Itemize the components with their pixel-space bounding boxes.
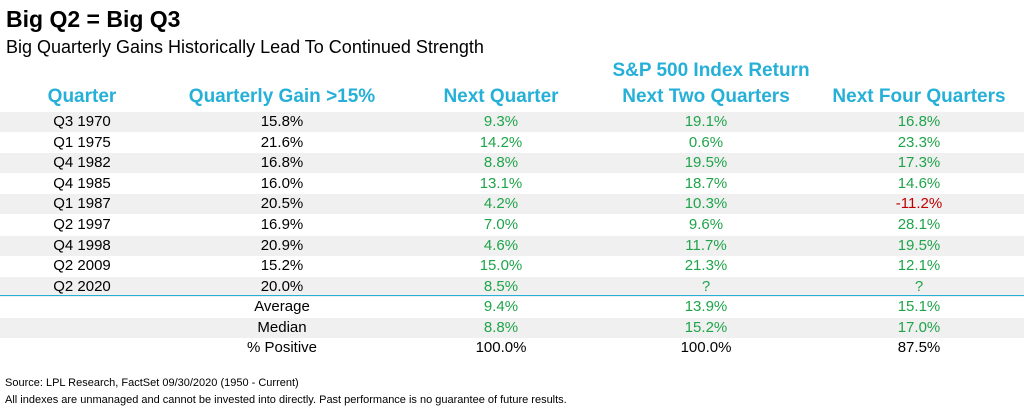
cell-next-four-quarters: 14.6% [897,174,941,192]
group-header: S&P 500 Index Return [612,60,810,81]
header-next-four-quarters: Next Four Quarters [832,86,1006,107]
cell-quarterly-gain: 21.6% [260,133,304,151]
cell-next-four-quarters: 23.3% [897,133,941,151]
cell-next-quarter: 7.0% [483,216,519,233]
cell-next-four-quarters: -11.2% [895,195,943,213]
cell-next-two-quarters: 18.7% [684,174,728,192]
cell-next-two-quarters: 11.7% [685,236,727,254]
summary-next-quarter: 8.8% [483,318,519,336]
cell-quarterly-gain: 20.5% [260,195,304,213]
cell-quarterly-gain: 16.9% [260,216,304,233]
cell-next-quarter: 4.2% [483,195,519,213]
cell-next-two-quarters: 19.5% [684,154,728,172]
summary-next-quarter: 100.0% [475,339,527,357]
cell-next-two-quarters: ? [701,277,711,295]
cell-next-quarter: 14.2% [479,133,523,151]
cell-quarter: Q1 1975 [53,133,111,151]
cell-next-four-quarters: 19.5% [897,236,941,254]
disclaimer-note: All indexes are unmanaged and cannot be … [5,394,567,406]
cell-next-quarter: 8.8% [483,154,519,172]
cell-next-two-quarters: 0.6% [688,133,724,151]
table-divider [0,295,1024,296]
table-row: Q1 1987 20.5% 4.2% 10.3% -11.2% [0,194,1024,215]
cell-next-four-quarters: ? [914,277,924,295]
header-quarter: Quarter [47,86,117,107]
table-row: Q4 1985 16.0% 13.1% 18.7% 14.6% [0,174,1024,194]
summary-label: % Positive [246,339,318,357]
cell-next-four-quarters: 16.8% [897,113,941,130]
cell-next-two-quarters: 21.3% [684,257,728,275]
summary-row: % Positive 100.0% 100.0% 87.5% [0,338,1024,358]
cell-next-two-quarters: 9.6% [688,216,724,233]
header-next-quarter: Next Quarter [443,86,559,107]
cell-next-two-quarters: 10.3% [684,195,728,213]
page-title: Big Q2 = Big Q3 [6,6,181,32]
summary-next-four-quarters: 17.0% [897,318,941,336]
cell-quarter: Q3 1970 [53,113,111,130]
summary-label: Average [254,298,310,315]
cell-quarter: Q2 1997 [53,216,111,233]
cell-quarter: Q2 2020 [53,277,111,295]
table-row: Q3 1970 15.8% 9.3% 19.1% 16.8% [0,112,1024,132]
summary-next-two-quarters: 15.2% [684,318,728,336]
header-quarterly-gain: Quarterly Gain >15% [188,86,376,107]
header-next-two-quarters: Next Two Quarters [622,86,790,107]
cell-quarter: Q4 1985 [53,174,111,192]
table-row: Q2 2020 20.0% 8.5%?? [0,276,1024,297]
cell-quarter: Q2 2009 [53,257,111,275]
cell-quarter: Q1 1987 [53,195,111,213]
summary-next-quarter: 9.4% [483,298,519,315]
cell-next-quarter: 9.3% [483,113,519,130]
summary-next-four-quarters: 15.1% [897,298,941,315]
page-subtitle: Big Quarterly Gains Historically Lead To… [6,37,484,57]
table-row: Q2 2009 15.2% 15.0% 21.3% 12.1% [0,256,1024,276]
cell-next-quarter: 4.6% [483,236,519,254]
cell-next-four-quarters: 12.1% [897,257,941,275]
table-row: Q2 1997 16.9% 7.0% 9.6% 28.1% [0,215,1024,235]
cell-next-four-quarters: 28.1% [897,216,941,233]
cell-quarter: Q4 1998 [53,236,111,254]
cell-quarterly-gain: 15.2% [260,257,304,275]
summary-row: Average 9.4% 13.9% 15.1% [0,297,1024,317]
summary-next-two-quarters: 13.9% [684,298,728,315]
cell-next-quarter: 15.0% [479,257,523,275]
cell-quarterly-gain: 16.8% [260,154,304,172]
summary-row: Median 8.8% 15.2% 17.0% [0,317,1024,338]
cell-quarterly-gain: 20.9% [260,236,304,254]
source-note: Source: LPL Research, FactSet 09/30/2020… [5,377,299,389]
cell-quarter: Q4 1982 [53,154,111,172]
cell-quarterly-gain: 16.0% [260,174,304,192]
cell-next-quarter: 8.5% [483,277,519,295]
table-row: Q1 1975 21.6% 14.2% 0.6% 23.3% [0,133,1024,153]
summary-label: Median [257,318,307,336]
table-row: Q4 1982 16.8% 8.8% 19.5% 17.3% [0,153,1024,174]
summary-next-four-quarters: 87.5% [897,339,941,357]
cell-quarterly-gain: 20.0% [260,277,304,295]
table-row: Q4 1998 20.9% 4.6% 11.7% 19.5% [0,235,1024,256]
cell-next-two-quarters: 19.1% [684,113,728,130]
cell-quarterly-gain: 15.8% [260,113,304,130]
summary-next-two-quarters: 100.0% [680,339,732,357]
cell-next-quarter: 13.1% [479,174,523,192]
cell-next-four-quarters: 17.3% [897,154,941,172]
